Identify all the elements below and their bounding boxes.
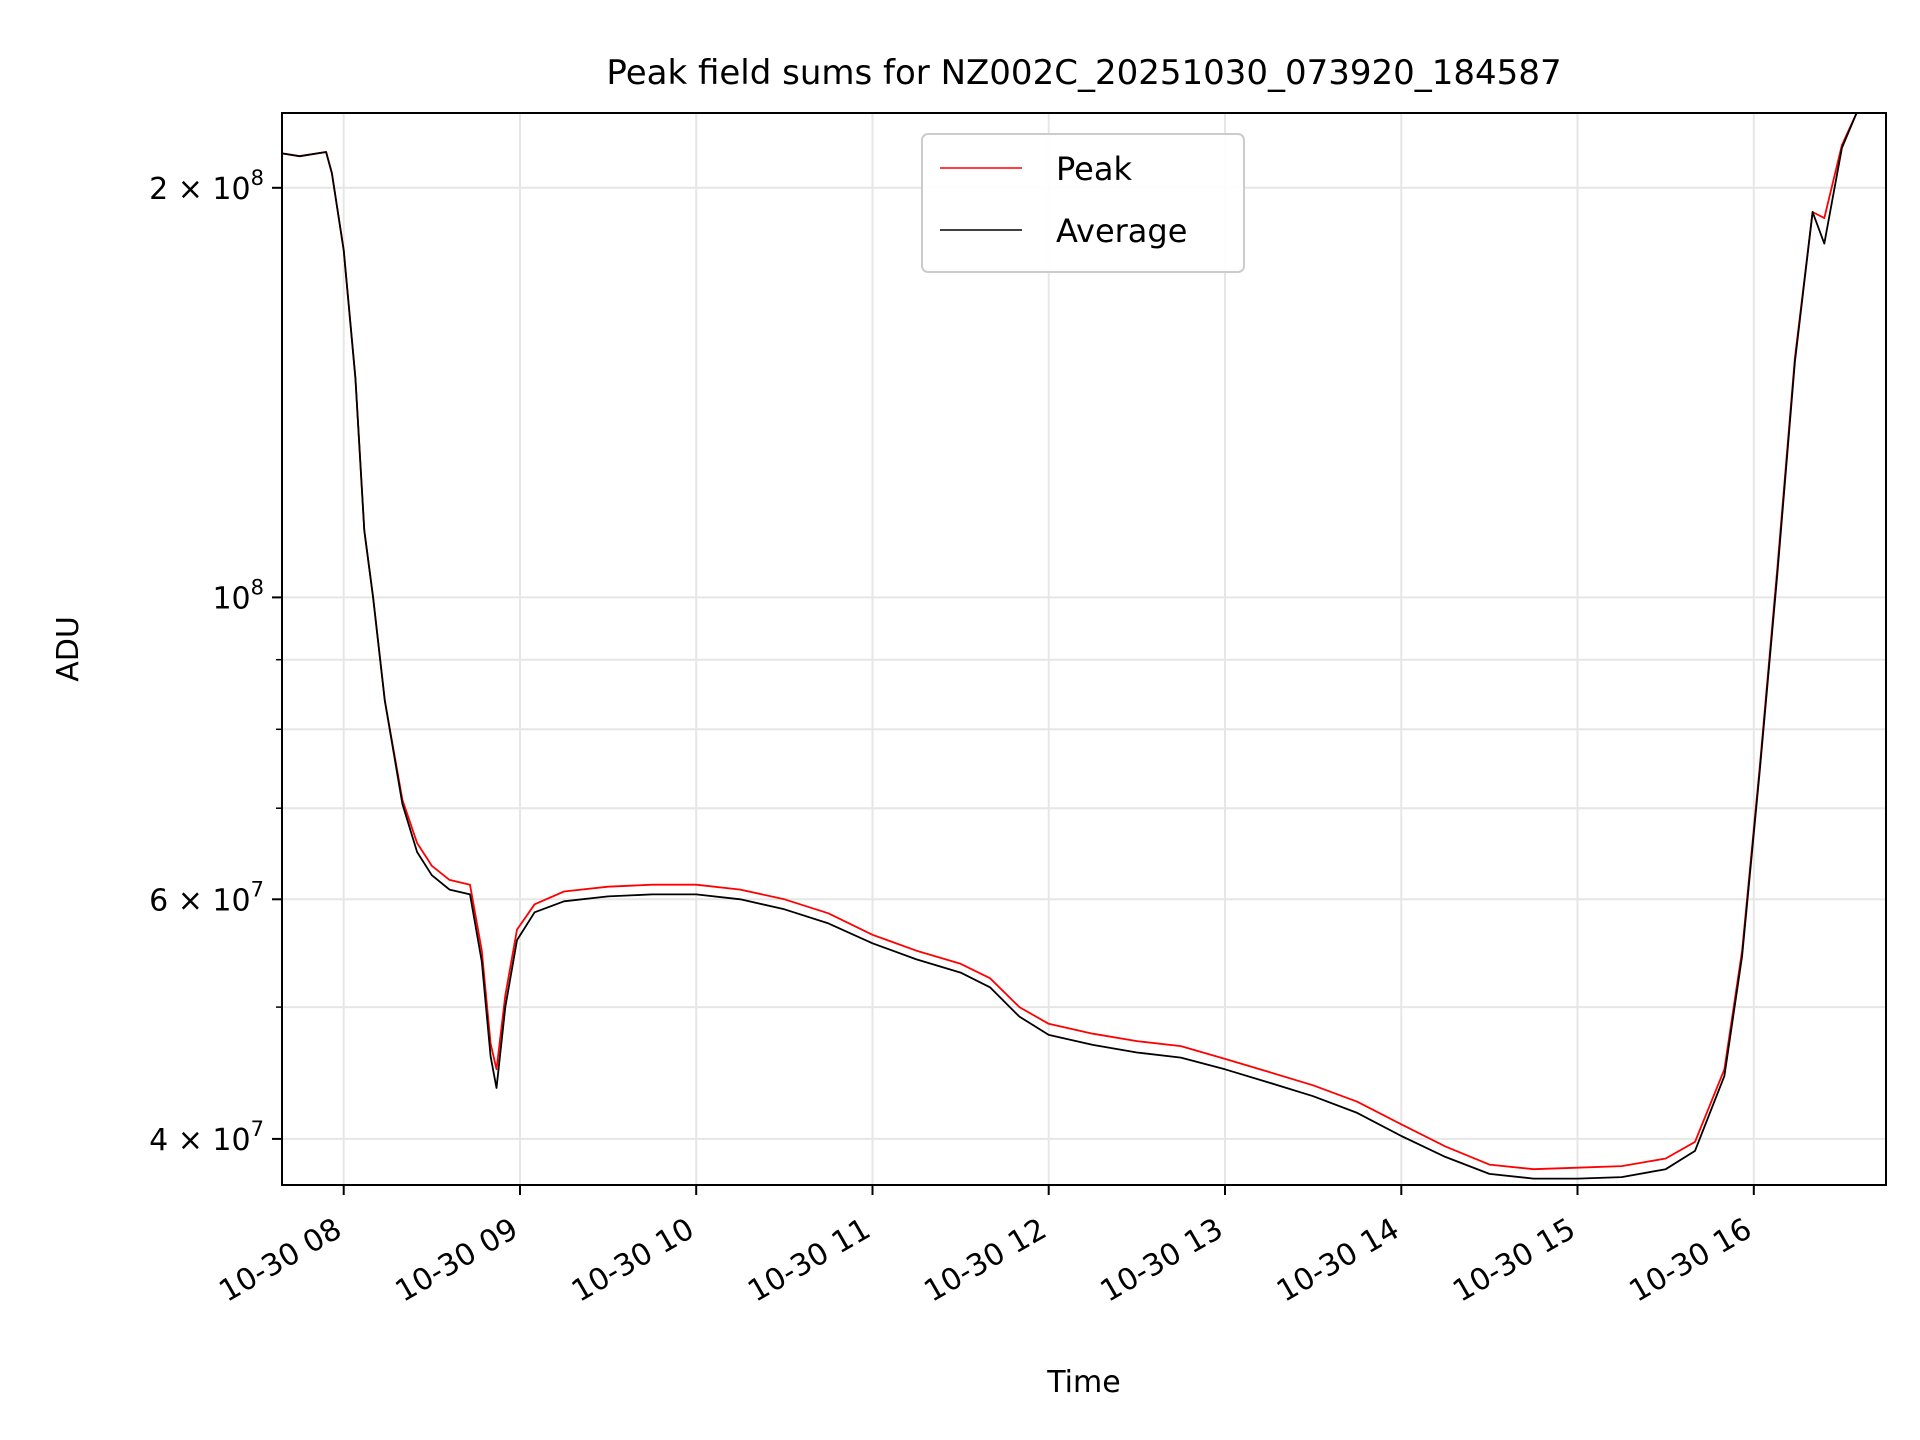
series-line-average bbox=[281, 112, 1858, 1180]
y-tick-label: 6 × 107 bbox=[149, 877, 264, 918]
y-axis-label: ADU bbox=[51, 616, 86, 682]
plot-frame bbox=[281, 112, 1887, 1186]
legend: Peak Average bbox=[921, 133, 1245, 273]
series-layer bbox=[281, 112, 1858, 1180]
x-axis-label: Time bbox=[1046, 1365, 1120, 1400]
series-line-peak bbox=[281, 112, 1858, 1171]
y-tick-label: 2 × 108 bbox=[149, 166, 264, 207]
chart-title: Peak field sums for NZ002C_20251030_0739… bbox=[606, 53, 1561, 93]
y-tick-label: 4 × 107 bbox=[149, 1117, 264, 1158]
legend-average-label: Average bbox=[1056, 212, 1187, 250]
legend-peak-label: Peak bbox=[1056, 150, 1132, 188]
grid bbox=[282, 113, 1886, 1185]
